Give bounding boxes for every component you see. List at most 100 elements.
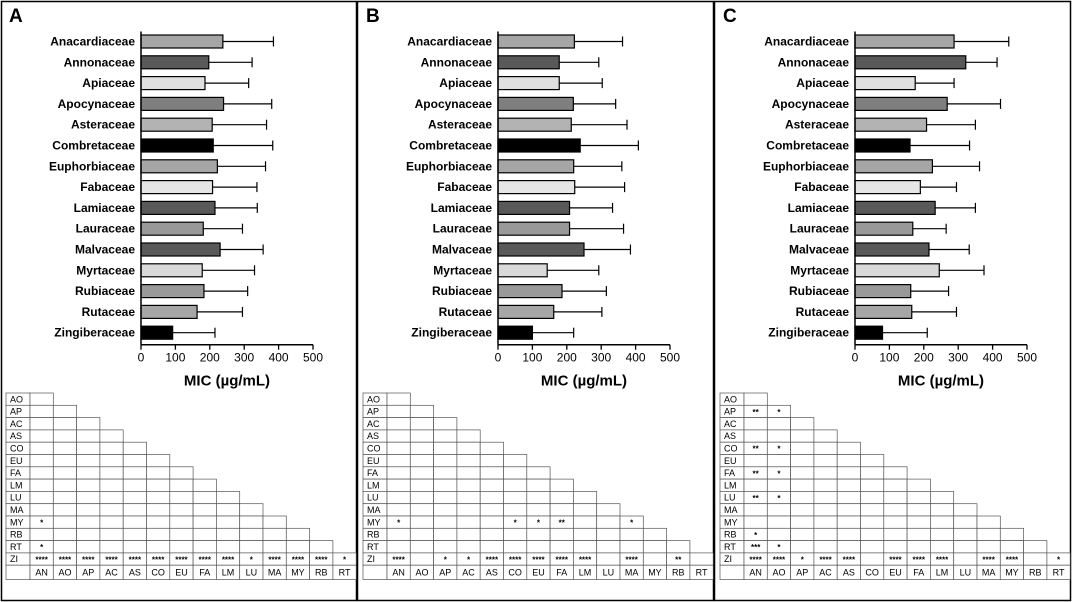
significance-mark: **** xyxy=(843,555,856,564)
table-cell xyxy=(409,417,434,431)
panel-letter: A xyxy=(9,6,23,27)
table-cell xyxy=(386,491,411,505)
x-tick-label: 200 xyxy=(200,351,220,365)
table-cell xyxy=(239,540,264,554)
table-cell xyxy=(433,491,458,505)
table-cell xyxy=(409,466,434,480)
table-cell xyxy=(29,478,54,492)
category-label: Malvaceae xyxy=(432,243,492,257)
row-label: EU xyxy=(10,456,23,466)
significance-mark: * xyxy=(467,555,471,564)
table-cell xyxy=(433,466,458,480)
category-label: Asteraceae xyxy=(785,118,849,132)
category-label: Rubiaceae xyxy=(789,284,849,298)
col-label: MA xyxy=(625,568,639,578)
table-cell xyxy=(409,527,434,541)
table-cell xyxy=(883,515,908,529)
table-cell xyxy=(99,454,124,468)
category-label: Euphorbiaceae xyxy=(406,159,492,173)
table-cell xyxy=(689,552,714,566)
table-cell xyxy=(122,540,147,554)
col-label: AC xyxy=(105,568,118,578)
category-label: Asteraceae xyxy=(428,118,492,132)
table-cell xyxy=(596,527,621,541)
category-label: Rutaceae xyxy=(439,305,493,319)
row-label: RT xyxy=(367,542,379,552)
table-cell xyxy=(216,515,241,529)
category-label: Apiaceae xyxy=(82,76,135,90)
col-label: AO xyxy=(58,568,71,578)
bar xyxy=(497,200,571,215)
col-label: CO xyxy=(865,568,879,578)
significance-mark: ** xyxy=(753,408,760,417)
corner-cell xyxy=(719,564,745,580)
significance-mark: **** xyxy=(222,555,235,564)
table-cell xyxy=(573,540,598,554)
table-cell xyxy=(52,441,77,455)
bar xyxy=(140,96,225,112)
significance-mark: **** xyxy=(936,555,949,564)
row-label: RB xyxy=(367,530,380,540)
category-label: Myrtaceae xyxy=(790,263,849,277)
x-tick-label: 300 xyxy=(234,351,254,365)
x-tick-label: 0 xyxy=(495,351,502,365)
table-cell xyxy=(999,540,1024,554)
x-tick-label: 400 xyxy=(269,351,289,365)
table-cell xyxy=(743,392,768,406)
table-cell xyxy=(906,478,931,492)
x-axis-title: MIC (µg/mL) xyxy=(184,373,270,390)
table-cell xyxy=(930,527,955,541)
table-cell xyxy=(883,527,908,541)
table-cell xyxy=(836,491,861,505)
row-label: CO xyxy=(367,444,381,454)
significance-mark: **** xyxy=(152,555,165,564)
table-cell xyxy=(743,429,768,443)
table-cell xyxy=(906,503,931,517)
significance-mark: **** xyxy=(773,555,786,564)
bar xyxy=(854,263,940,278)
col-label: MY xyxy=(648,568,662,578)
row-label: AP xyxy=(10,407,22,417)
table-cell xyxy=(386,466,411,480)
table-cell xyxy=(29,429,54,443)
table-cell xyxy=(456,503,481,517)
table-cell xyxy=(930,540,955,554)
table-cell xyxy=(433,503,458,517)
col-label: CO xyxy=(508,568,522,578)
category-label: Myrtaceae xyxy=(433,263,492,277)
significance-mark: * xyxy=(777,543,781,552)
significance-mark: * xyxy=(754,531,758,540)
table-cell xyxy=(479,540,504,554)
table-cell xyxy=(76,478,101,492)
table-cell xyxy=(573,503,598,517)
category-label: Anacardiaceae xyxy=(764,35,849,49)
significance-mark: **** xyxy=(532,555,545,564)
table-cell xyxy=(790,503,815,517)
bar xyxy=(140,138,214,153)
x-tick-label: 100 xyxy=(879,351,899,365)
significance-mark: ** xyxy=(559,519,566,528)
row-label: LM xyxy=(724,480,737,490)
table-cell xyxy=(503,478,528,492)
table-cell xyxy=(29,491,54,505)
table-cell xyxy=(29,503,54,517)
table-cell xyxy=(456,515,481,529)
col-label-cell xyxy=(1046,564,1071,580)
col-label: RB xyxy=(672,568,685,578)
table-cell xyxy=(790,466,815,480)
bar xyxy=(140,325,174,340)
bar xyxy=(140,284,205,299)
table-cell xyxy=(766,478,791,492)
bar xyxy=(854,55,967,70)
table-cell xyxy=(976,540,1001,554)
row-label: ZI xyxy=(10,554,18,564)
bar xyxy=(854,75,916,91)
row-label: AO xyxy=(10,394,23,404)
table-cell xyxy=(409,478,434,492)
table-cell xyxy=(883,466,908,480)
table-cell xyxy=(526,503,551,517)
significance-mark: **** xyxy=(315,555,328,564)
table-cell xyxy=(76,527,101,541)
table-cell xyxy=(953,503,978,517)
table-cell xyxy=(790,527,815,541)
